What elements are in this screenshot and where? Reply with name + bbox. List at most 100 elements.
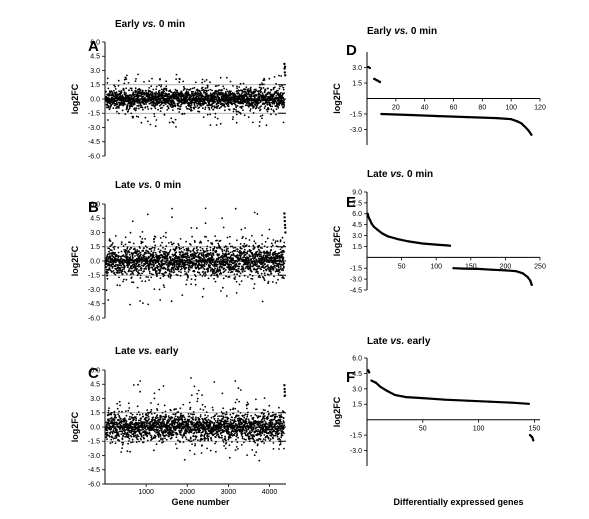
data-point bbox=[122, 273, 124, 275]
data-point bbox=[168, 108, 170, 110]
data-point bbox=[152, 274, 154, 276]
data-point bbox=[234, 276, 236, 278]
data-point bbox=[283, 212, 285, 214]
data-point bbox=[214, 107, 216, 109]
data-point bbox=[198, 107, 200, 109]
data-point bbox=[193, 248, 195, 250]
data-point bbox=[114, 274, 116, 276]
data-point bbox=[215, 281, 217, 283]
data-point bbox=[175, 251, 177, 253]
data-point bbox=[208, 277, 210, 279]
data-point bbox=[202, 275, 204, 277]
data-point bbox=[284, 71, 286, 73]
data-point bbox=[253, 240, 255, 242]
data-point bbox=[204, 89, 206, 91]
data-point bbox=[211, 268, 213, 270]
data-point bbox=[194, 87, 196, 89]
data-point bbox=[189, 265, 191, 267]
data-point bbox=[223, 250, 225, 252]
data-point bbox=[243, 83, 245, 85]
data-point bbox=[112, 433, 114, 435]
data-point bbox=[206, 262, 208, 264]
data-point bbox=[239, 250, 241, 252]
data-point bbox=[230, 246, 232, 248]
data-point bbox=[244, 114, 246, 116]
data-point bbox=[284, 227, 286, 229]
data-point bbox=[190, 88, 192, 90]
data-point bbox=[244, 275, 246, 277]
data-point bbox=[150, 124, 152, 126]
data-point bbox=[251, 235, 253, 237]
data-point bbox=[221, 89, 223, 91]
data-point bbox=[278, 252, 280, 254]
data-point bbox=[142, 413, 144, 415]
data-point bbox=[257, 247, 259, 249]
data-point bbox=[174, 104, 176, 106]
data-point bbox=[215, 101, 217, 103]
data-point bbox=[120, 451, 122, 453]
data-point bbox=[152, 93, 154, 95]
data-point bbox=[238, 271, 240, 273]
data-point bbox=[260, 252, 262, 254]
data-point bbox=[141, 434, 143, 436]
data-point bbox=[123, 254, 125, 256]
title-italic: vs. bbox=[142, 19, 156, 30]
data-point bbox=[143, 438, 145, 440]
data-point bbox=[134, 255, 136, 257]
data-point bbox=[212, 256, 214, 258]
data-point bbox=[240, 83, 242, 85]
data-point bbox=[256, 251, 258, 253]
data-point bbox=[269, 102, 271, 104]
data-point bbox=[218, 85, 220, 87]
data-point bbox=[207, 240, 209, 242]
data-point bbox=[143, 270, 145, 272]
data-point bbox=[125, 87, 127, 89]
data-point bbox=[191, 107, 193, 109]
data-point bbox=[139, 264, 141, 266]
data-point bbox=[167, 105, 169, 107]
data-point bbox=[206, 91, 208, 93]
title-tail: 0 min bbox=[156, 19, 185, 30]
data-point bbox=[141, 122, 143, 124]
data-point bbox=[206, 79, 208, 81]
data-point bbox=[160, 110, 162, 112]
data-point bbox=[133, 282, 135, 284]
data-point bbox=[215, 262, 217, 264]
data-point bbox=[204, 268, 206, 270]
data-point bbox=[153, 254, 155, 256]
data-point bbox=[263, 270, 265, 272]
data-point bbox=[135, 109, 137, 111]
data-point bbox=[173, 122, 175, 124]
data-point bbox=[283, 242, 285, 244]
data-point bbox=[211, 90, 213, 92]
data-point bbox=[188, 271, 190, 273]
data-point bbox=[163, 105, 165, 107]
data-point bbox=[199, 253, 201, 255]
data-point bbox=[117, 247, 119, 249]
data-point bbox=[130, 113, 132, 115]
y-tick-label: -1.5 bbox=[88, 273, 100, 280]
data-point bbox=[157, 109, 159, 111]
data-point bbox=[259, 121, 261, 123]
data-point bbox=[234, 247, 236, 249]
data-point bbox=[168, 266, 170, 268]
data-point bbox=[118, 113, 120, 115]
data-point bbox=[253, 106, 255, 108]
data-point bbox=[189, 269, 191, 271]
data-point bbox=[163, 235, 165, 237]
data-point bbox=[201, 82, 203, 84]
data-point bbox=[271, 246, 273, 248]
data-point bbox=[229, 243, 231, 245]
data-point bbox=[125, 236, 127, 238]
data-point bbox=[267, 238, 269, 240]
data-point bbox=[283, 92, 285, 94]
data-point bbox=[118, 419, 120, 421]
data-point bbox=[206, 246, 208, 248]
data-point bbox=[136, 116, 138, 118]
data-point bbox=[108, 105, 110, 107]
data-point bbox=[246, 253, 248, 255]
data-point bbox=[171, 208, 173, 210]
y-tick-label: -6.0 bbox=[88, 153, 100, 160]
data-point bbox=[145, 103, 147, 105]
data-point bbox=[283, 102, 285, 104]
